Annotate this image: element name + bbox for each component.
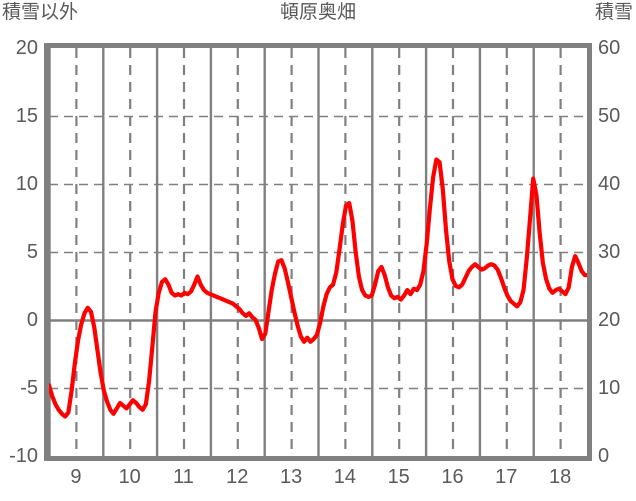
grid-lines bbox=[49, 48, 587, 456]
y-axis-left-tick: -5 bbox=[20, 377, 38, 399]
y-axis-right-tick: 40 bbox=[598, 173, 621, 195]
right-axis-title: 積雪 bbox=[594, 2, 633, 23]
y-axis-left-tick: 20 bbox=[15, 37, 38, 59]
y-axis-right-tick: 30 bbox=[598, 241, 621, 263]
x-axis-tick: 15 bbox=[387, 466, 410, 488]
y-axis-right-tick: 60 bbox=[598, 37, 621, 59]
x-axis-tick: 17 bbox=[495, 466, 518, 488]
left-axis-title: 積雪以外 bbox=[2, 2, 79, 23]
x-axis-tick: 9 bbox=[70, 466, 82, 488]
x-axis-tick: 11 bbox=[173, 466, 194, 488]
y-axis-right-tick: 10 bbox=[598, 377, 621, 399]
y-axis-right-tick: 50 bbox=[598, 105, 621, 127]
x-axis-tick: 10 bbox=[118, 466, 141, 488]
page-title: 頓原奥畑 bbox=[279, 2, 356, 23]
y-axis-left-tick: 0 bbox=[26, 309, 38, 331]
y-axis-left-tick: -10 bbox=[9, 445, 38, 467]
x-axis-tick: 16 bbox=[441, 466, 464, 488]
y-axis-right-tick: 20 bbox=[598, 309, 621, 331]
y-axis-right-tick: 0 bbox=[598, 445, 610, 467]
plot-inner bbox=[49, 48, 587, 456]
plot-area bbox=[44, 43, 592, 461]
x-axis-tick: 14 bbox=[333, 466, 357, 488]
y-axis-left-tick: 10 bbox=[15, 173, 38, 195]
x-axis-tick: 13 bbox=[279, 466, 303, 488]
x-axis-tick: 12 bbox=[226, 466, 249, 488]
data-series-line bbox=[49, 157, 587, 419]
x-axis-tick: 18 bbox=[548, 466, 572, 488]
y-axis-left-tick: 15 bbox=[15, 105, 38, 127]
y-axis-left-tick: 5 bbox=[26, 241, 38, 263]
